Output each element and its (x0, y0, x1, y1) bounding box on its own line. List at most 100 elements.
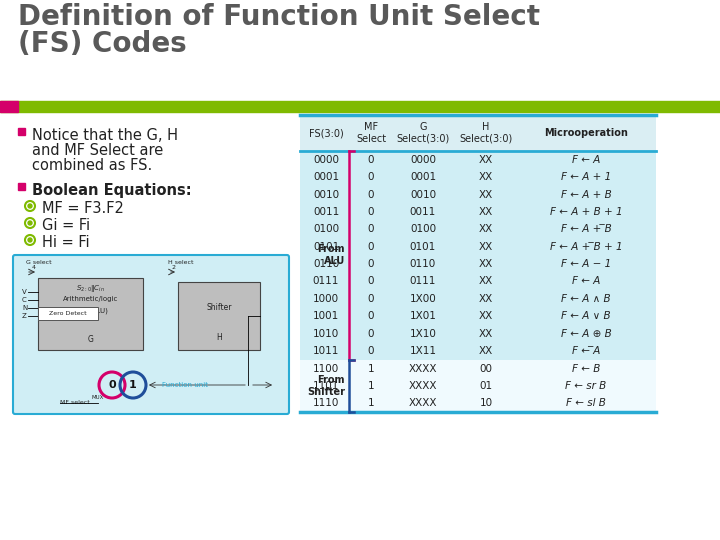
Text: 0100: 0100 (410, 224, 436, 234)
Text: Definition of Function Unit Select: Definition of Function Unit Select (18, 3, 540, 31)
FancyBboxPatch shape (13, 255, 289, 414)
Text: 1001: 1001 (313, 311, 339, 321)
Text: (FS) Codes: (FS) Codes (18, 30, 186, 58)
Text: XX: XX (479, 276, 493, 287)
Text: C: C (22, 297, 27, 303)
Bar (300, 360, 656, 377)
Text: Shifter: Shifter (206, 303, 232, 313)
Text: F ← sl B: F ← sl B (566, 399, 606, 408)
Text: N: N (22, 305, 27, 311)
Text: XX: XX (479, 154, 493, 165)
Text: 0: 0 (108, 380, 116, 390)
Text: FS(3:0): FS(3:0) (309, 128, 343, 138)
Text: Arithmetic/logic: Arithmetic/logic (63, 296, 118, 302)
Text: 0110: 0110 (313, 259, 339, 269)
Text: 0010: 0010 (410, 190, 436, 199)
Text: 1X10: 1X10 (410, 329, 436, 339)
Text: 0111: 0111 (312, 276, 339, 287)
Text: 0001: 0001 (410, 172, 436, 182)
Text: unit (ALU): unit (ALU) (73, 308, 108, 314)
Text: 0011: 0011 (410, 207, 436, 217)
Text: MF = F3.F2: MF = F3.F2 (42, 201, 124, 216)
Text: 0: 0 (368, 242, 374, 252)
Bar (300, 203, 656, 221)
Bar (38, 278, 143, 350)
Text: F ← A ⊕ B: F ← A ⊕ B (561, 329, 611, 339)
Bar (300, 186, 656, 203)
Text: Hi = Fi: Hi = Fi (42, 235, 89, 250)
Bar (300, 377, 656, 395)
Text: F ← A + B + 1: F ← A + B + 1 (549, 207, 622, 217)
Text: From: From (318, 245, 345, 254)
Text: F ← A: F ← A (572, 276, 600, 287)
Circle shape (28, 238, 32, 242)
Text: Zero Detect: Zero Detect (49, 311, 87, 316)
Text: combined as FS.: combined as FS. (32, 158, 152, 173)
Bar (300, 221, 656, 238)
Text: 2: 2 (172, 265, 176, 270)
Text: 10: 10 (480, 399, 492, 408)
Text: F ← sr B: F ← sr B (565, 381, 607, 391)
Text: 0010: 0010 (313, 190, 339, 199)
Text: 1X01: 1X01 (410, 311, 436, 321)
Text: F ← B: F ← B (572, 363, 600, 374)
Text: 0: 0 (368, 346, 374, 356)
Text: 0100: 0100 (313, 224, 339, 234)
Text: G
Select(3:0): G Select(3:0) (397, 122, 449, 144)
Text: G: G (88, 335, 94, 344)
Text: F ← A + ̅B: F ← A + ̅B (561, 224, 611, 234)
Text: MF select: MF select (60, 400, 90, 405)
Text: 0: 0 (368, 311, 374, 321)
Bar (300, 151, 656, 168)
Text: 00: 00 (480, 363, 492, 374)
Text: 0: 0 (368, 259, 374, 269)
Text: and MF Select are: and MF Select are (32, 143, 163, 158)
Bar (300, 168, 656, 186)
Text: F ← ̅A: F ← ̅A (572, 346, 600, 356)
Text: XXXX: XXXX (409, 363, 437, 374)
Text: 1: 1 (368, 363, 374, 374)
Bar (38, 307, 98, 320)
Text: XX: XX (479, 346, 493, 356)
Bar (300, 238, 656, 255)
Text: 0: 0 (368, 207, 374, 217)
Text: 1010: 1010 (313, 329, 339, 339)
Text: 0: 0 (368, 224, 374, 234)
Text: 1: 1 (368, 399, 374, 408)
Text: F ← A ∨ B: F ← A ∨ B (561, 311, 611, 321)
Text: F ← A + 1: F ← A + 1 (561, 172, 611, 182)
Bar (18, 183, 25, 190)
Text: H: H (216, 333, 222, 342)
Text: 0011: 0011 (313, 207, 339, 217)
Text: 1000: 1000 (313, 294, 339, 304)
Text: 1101: 1101 (312, 381, 339, 391)
Text: F ← A + ̅B + 1: F ← A + ̅B + 1 (549, 242, 622, 252)
Text: Function unit: Function unit (162, 382, 208, 388)
Text: From: From (318, 375, 345, 385)
Text: 0: 0 (368, 154, 374, 165)
Text: 0111: 0111 (410, 276, 436, 287)
Text: XX: XX (479, 329, 493, 339)
Text: Gi = Fi: Gi = Fi (42, 218, 90, 233)
Text: XX: XX (479, 224, 493, 234)
Text: MF
Select: MF Select (356, 122, 386, 144)
Circle shape (28, 221, 32, 225)
Text: Z: Z (22, 313, 27, 319)
Text: XX: XX (479, 207, 493, 217)
Text: 0000: 0000 (313, 154, 339, 165)
Text: 1011: 1011 (312, 346, 339, 356)
Text: 1: 1 (129, 380, 137, 390)
Text: F ← A ∧ B: F ← A ∧ B (561, 294, 611, 304)
Bar (0, 101, 18, 112)
Text: F ← A − 1: F ← A − 1 (561, 259, 611, 269)
Text: 0: 0 (368, 172, 374, 182)
Text: MUX: MUX (92, 395, 104, 400)
Text: XX: XX (479, 294, 493, 304)
Text: ALU: ALU (324, 256, 345, 266)
Text: 0: 0 (368, 276, 374, 287)
Bar (300, 255, 656, 273)
Bar (300, 395, 656, 412)
Text: Shifter: Shifter (307, 387, 345, 397)
Text: 0: 0 (368, 190, 374, 199)
Text: 0000: 0000 (410, 154, 436, 165)
